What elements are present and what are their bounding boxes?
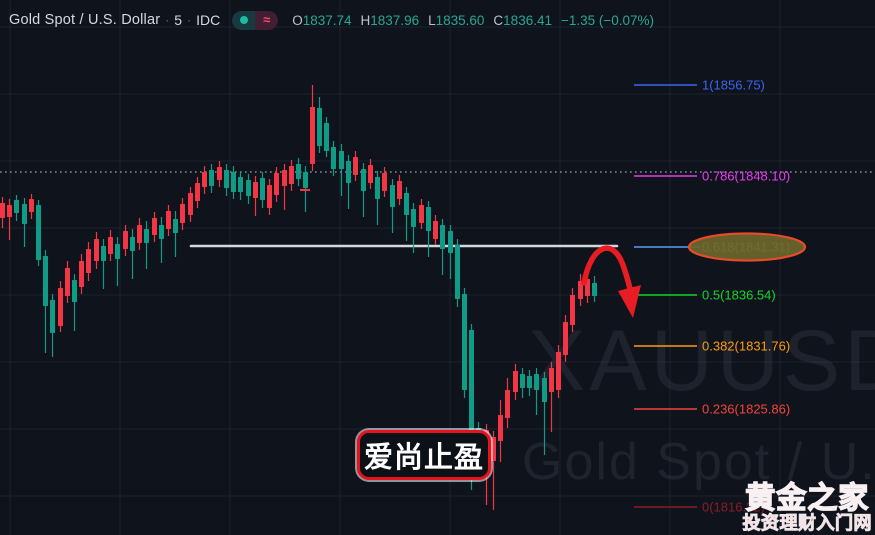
symbol-watermark: XAUUSD (528, 313, 875, 409)
highlight-ellipse[interactable] (687, 232, 807, 262)
exchange-label[interactable]: IDC (196, 12, 221, 28)
site-watermark: 黄金之家 投资理财入门网 (742, 481, 873, 534)
separator-dot: · (165, 13, 170, 27)
symbol-title[interactable]: Gold Spot / U.S. Dollar (9, 12, 161, 28)
open-label: O (292, 12, 303, 28)
change-value: −1.35 (−0.07%) (560, 12, 655, 28)
fib-retracement-tool[interactable]: 1(1856.75)0.786(1848.10)0.618(1841.31)0.… (634, 78, 790, 515)
takeprofit-callout-text: 爱尚止盈 (363, 442, 484, 474)
low-value: 1835.60 (435, 12, 485, 28)
red-arrow-annotation[interactable] (581, 245, 641, 318)
approx-icon: ≈ (263, 12, 271, 27)
market-open-half (232, 10, 256, 30)
low-label: L (428, 12, 436, 28)
candles-layer (0, 85, 597, 510)
fib-label: 0.5(1836.54) (702, 288, 776, 303)
chart-legend: Gold Spot / U.S. Dollar · 5 · IDC ≈ O 183… (9, 9, 654, 31)
close-value: 1836.41 (503, 12, 552, 28)
high-label: H (360, 12, 371, 28)
separator-dot: · (187, 13, 192, 27)
ohlc-readout: O 1837.74 H 1837.96 L 1835.60 C 1836.41 −1.3… (292, 13, 654, 28)
fib-label: 1(1856.75) (702, 78, 765, 93)
symbol-name-watermark: Gold Spot / U.S. (522, 433, 875, 491)
interval-label[interactable]: 5 (174, 12, 183, 28)
close-label: C (493, 12, 504, 28)
delayed-data-half: ≈ (255, 10, 279, 30)
high-value: 1837.96 (370, 12, 420, 28)
site-watermark-title: 黄金之家 (745, 481, 870, 515)
market-status-pill[interactable]: ≈ (232, 10, 279, 30)
takeprofit-callout[interactable]: 爱尚止盈 (357, 430, 491, 480)
open-value: 1837.74 (302, 12, 352, 28)
fib-label: 0(1816.32) (702, 500, 765, 515)
site-watermark-subtitle: 投资理财入门网 (742, 513, 872, 534)
fib-label: 0.236(1825.86) (702, 402, 790, 417)
market-dot-icon (239, 16, 248, 24)
fib-label: 0.786(1848.10) (702, 169, 790, 184)
fib-label: 0.382(1831.76) (702, 339, 790, 354)
